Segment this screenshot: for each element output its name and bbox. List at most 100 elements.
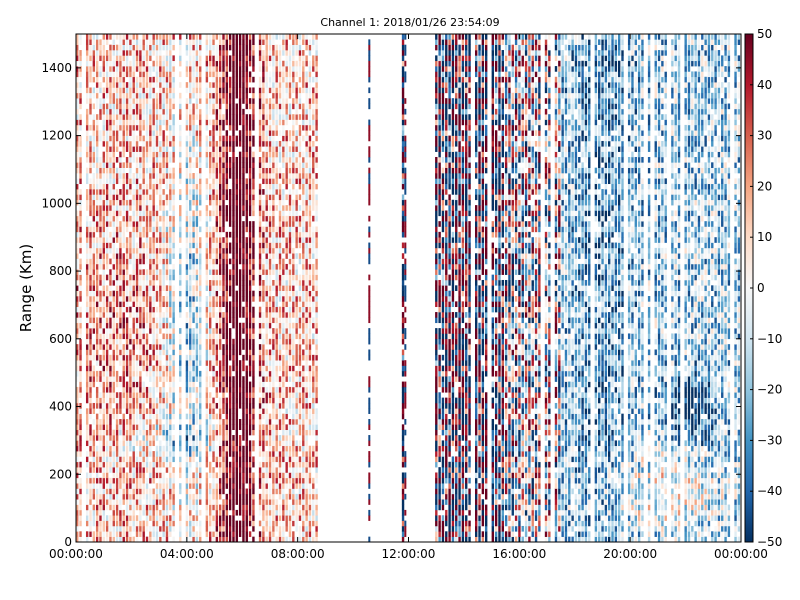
heatmap-cell xyxy=(209,290,212,297)
heatmap-cell xyxy=(179,285,182,291)
heatmap-cell xyxy=(185,156,189,163)
heatmap-cell xyxy=(139,210,142,217)
heatmap-cell xyxy=(139,402,142,409)
heatmap-cell xyxy=(195,124,199,131)
heatmap-cell xyxy=(218,456,222,463)
heatmap-cell xyxy=(149,322,152,329)
heatmap-cell xyxy=(238,156,242,163)
heatmap-cell xyxy=(112,488,115,495)
heatmap-cell xyxy=(278,365,282,372)
heatmap-cell xyxy=(102,194,105,201)
heatmap-cell xyxy=(76,504,79,511)
heatmap-cell xyxy=(99,376,102,382)
heatmap-cell xyxy=(212,456,215,463)
heatmap-cell xyxy=(125,34,129,40)
heatmap-cell xyxy=(119,205,122,211)
heatmap-cell xyxy=(245,365,248,372)
heatmap-cell xyxy=(99,483,102,489)
heatmap-cell xyxy=(215,520,219,527)
heatmap-cell xyxy=(192,419,195,425)
heatmap-cell xyxy=(79,312,82,318)
heatmap-cell xyxy=(85,349,89,356)
heatmap-cell xyxy=(119,167,122,174)
heatmap-cell xyxy=(99,253,102,259)
heatmap-cell xyxy=(89,322,92,329)
heatmap-cell xyxy=(92,92,96,99)
heatmap-cell xyxy=(122,296,125,302)
heatmap-cell xyxy=(122,440,125,447)
heatmap-cell xyxy=(265,103,268,110)
heatmap-cell xyxy=(209,461,212,468)
heatmap-cell xyxy=(145,344,149,350)
heatmap-cell xyxy=(152,60,155,67)
heatmap-cell xyxy=(235,199,238,206)
heatmap-cell xyxy=(79,515,82,521)
heatmap-cell xyxy=(159,413,162,420)
heatmap-cell xyxy=(85,34,89,40)
heatmap-cell xyxy=(282,456,285,463)
heatmap-cell xyxy=(212,247,215,254)
heatmap-cell xyxy=(215,525,219,532)
heatmap-cell xyxy=(125,279,129,286)
heatmap-cell xyxy=(218,531,222,537)
heatmap-cell xyxy=(102,221,105,227)
heatmap-cell xyxy=(242,424,245,431)
heatmap-cell xyxy=(109,199,112,206)
heatmap-cell xyxy=(218,258,222,265)
heatmap-cell xyxy=(222,66,225,72)
heatmap-cell xyxy=(105,520,109,527)
heatmap-cell xyxy=(272,82,275,88)
heatmap-cell xyxy=(105,451,109,457)
heatmap-cell xyxy=(149,210,152,217)
heatmap-cell xyxy=(79,461,82,468)
heatmap-cell xyxy=(129,44,132,51)
heatmap-cell xyxy=(252,477,255,484)
heatmap-cell xyxy=(89,424,92,431)
heatmap-cell xyxy=(199,301,202,308)
heatmap-cell xyxy=(172,215,175,222)
heatmap-cell xyxy=(132,440,135,447)
heatmap-cell xyxy=(272,525,275,532)
heatmap-cell xyxy=(119,499,122,505)
heatmap-cell xyxy=(232,365,235,372)
heatmap-cell xyxy=(89,167,92,174)
heatmap-cell xyxy=(262,130,265,136)
heatmap-cell xyxy=(165,424,169,431)
heatmap-cell xyxy=(99,424,102,431)
heatmap-cell xyxy=(169,440,172,447)
heatmap-cell xyxy=(275,349,278,356)
heatmap-cell xyxy=(268,483,272,489)
heatmap-cell xyxy=(225,50,229,56)
heatmap-cell xyxy=(268,199,272,206)
heatmap-cell xyxy=(232,424,235,431)
heatmap-cell xyxy=(145,333,149,340)
heatmap-cell xyxy=(252,34,255,40)
heatmap-cell xyxy=(252,263,255,270)
heatmap-cell xyxy=(252,456,255,463)
heatmap-cell xyxy=(152,354,155,361)
heatmap-cell xyxy=(95,82,99,88)
heatmap-cell xyxy=(205,333,209,340)
heatmap-cell xyxy=(145,451,149,457)
heatmap-cell xyxy=(99,338,102,345)
heatmap-cell xyxy=(109,338,112,345)
heatmap-cell xyxy=(95,124,99,131)
heatmap-cell xyxy=(139,55,142,62)
heatmap-cell xyxy=(122,34,125,40)
heatmap-cell xyxy=(209,381,212,388)
heatmap-cell xyxy=(278,151,282,158)
heatmap-cell xyxy=(245,237,248,243)
heatmap-cell xyxy=(215,488,219,495)
heatmap-cell xyxy=(205,253,209,259)
heatmap-cell xyxy=(139,274,142,281)
heatmap-cell xyxy=(195,317,199,324)
heatmap-cell xyxy=(145,477,149,484)
heatmap-cell xyxy=(112,279,115,286)
heatmap-cell xyxy=(162,82,165,88)
heatmap-cell xyxy=(135,386,139,393)
heatmap-cell xyxy=(102,183,105,190)
heatmap-cell xyxy=(102,419,105,425)
heatmap-cell xyxy=(189,82,192,88)
heatmap-cell xyxy=(238,419,242,425)
heatmap-cell xyxy=(278,493,282,500)
